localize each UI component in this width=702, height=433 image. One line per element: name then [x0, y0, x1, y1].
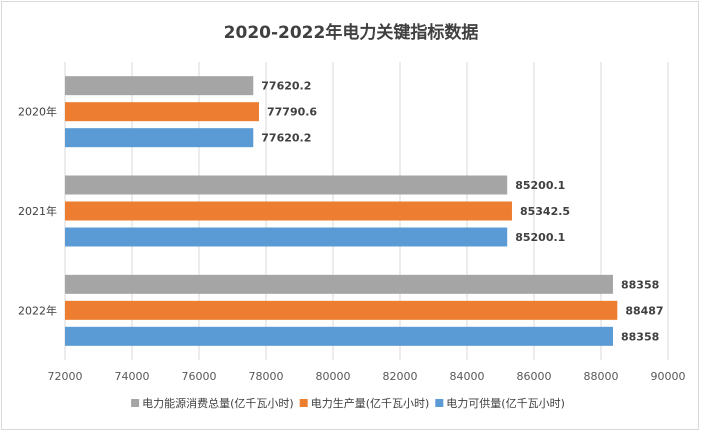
bar: [65, 300, 618, 320]
bar: [65, 102, 259, 122]
x-tick-label: 88000: [584, 370, 619, 383]
data-label: 77620.2: [261, 132, 311, 145]
x-tick-label: 80000: [316, 370, 351, 383]
bar: [65, 274, 613, 294]
data-label: 85200.1: [515, 231, 565, 244]
bar: [65, 128, 254, 148]
data-label: 88487: [625, 304, 663, 317]
bar: [65, 201, 512, 221]
x-tick-label: 72000: [48, 370, 83, 383]
bar: [65, 175, 508, 195]
legend-label: 电力能源消费总量(亿千瓦小时): [142, 396, 294, 410]
legend-swatch: [131, 399, 140, 407]
x-tick-label: 76000: [182, 370, 217, 383]
data-label: 77790.6: [267, 106, 317, 119]
data-label: 77620.2: [261, 80, 311, 93]
bar: [65, 76, 254, 96]
x-tick-label: 78000: [249, 370, 284, 383]
legend-swatch: [299, 399, 308, 407]
bar: [65, 326, 613, 346]
x-tick-label: 82000: [383, 370, 418, 383]
x-tick-label: 84000: [450, 370, 485, 383]
data-label: 85342.5: [520, 205, 570, 218]
data-label: 88358: [621, 278, 659, 291]
category-label: 2021年: [18, 204, 57, 218]
legend-item: 电力可供量(亿千瓦小时): [435, 396, 565, 410]
data-label: 88358: [621, 330, 659, 343]
legend-label: 电力可供量(亿千瓦小时): [446, 396, 565, 410]
x-tick-label: 86000: [517, 370, 552, 383]
legend-label: 电力生产量(亿千瓦小时): [311, 396, 430, 410]
x-tick-label: 90000: [651, 370, 686, 383]
legend-item: 电力生产量(亿千瓦小时): [299, 396, 430, 410]
legend-item: 电力能源消费总量(亿千瓦小时): [131, 396, 294, 410]
data-label: 85200.1: [515, 179, 565, 192]
category-label: 2022年: [18, 303, 57, 317]
bar: [65, 227, 508, 247]
legend-swatch: [435, 399, 444, 407]
x-tick-label: 74000: [115, 370, 150, 383]
chart-title: 2020-2022年电力关键指标数据: [224, 22, 479, 43]
category-label: 2020年: [18, 105, 57, 119]
